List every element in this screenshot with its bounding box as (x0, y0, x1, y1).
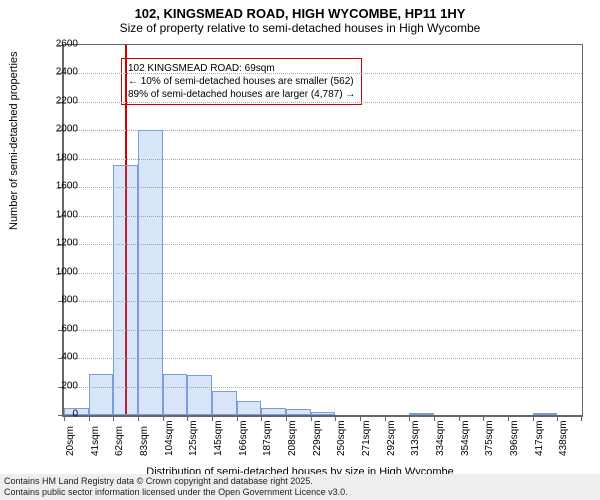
x-tick-label: 187sqm (262, 420, 273, 456)
gridline-h (64, 102, 582, 103)
x-tick-label: 145sqm (213, 420, 224, 456)
histogram-bar (212, 391, 237, 415)
footer-line1: Contains HM Land Registry data © Crown c… (4, 476, 596, 487)
y-tick-label: 1200 (56, 238, 78, 249)
x-tick-label: 417sqm (534, 420, 545, 456)
x-tick-label: 104sqm (164, 420, 175, 456)
x-tick-label: 125sqm (188, 420, 199, 456)
x-tick-label: 271sqm (361, 420, 372, 456)
x-tick-label: 208sqm (287, 420, 298, 456)
histogram-bar (187, 375, 212, 415)
chart-title-sub: Size of property relative to semi-detach… (0, 21, 600, 39)
chart-title-main: 102, KINGSMEAD ROAD, HIGH WYCOMBE, HP11 … (0, 0, 600, 21)
x-tick-label: 62sqm (114, 426, 125, 456)
chart-plot-area: 102 KINGSMEAD ROAD: 69sqm ← 10% of semi-… (62, 44, 583, 417)
x-tick-label: 20sqm (65, 426, 76, 456)
footer-line2: Contains public sector information licen… (4, 487, 596, 498)
histogram-bar (311, 412, 336, 415)
x-tick-label: 166sqm (238, 420, 249, 456)
y-tick-label: 400 (61, 352, 78, 363)
y-tick-label: 1800 (56, 152, 78, 163)
x-tick-label: 375sqm (484, 420, 495, 456)
x-tick-label: 334sqm (435, 420, 446, 456)
histogram-bar (89, 374, 114, 415)
x-tick-label: 83sqm (139, 426, 150, 456)
x-tick-label: 41sqm (90, 426, 101, 456)
histogram-bar (286, 409, 311, 415)
y-tick-label: 600 (61, 323, 78, 334)
x-tick (64, 415, 65, 421)
gridline-h (64, 73, 582, 74)
annotation-box: 102 KINGSMEAD ROAD: 69sqm ← 10% of semi-… (121, 58, 362, 105)
y-tick-label: 2000 (56, 124, 78, 135)
y-tick-label: 1600 (56, 181, 78, 192)
y-tick-label: 800 (61, 295, 78, 306)
y-tick-label: 2400 (56, 67, 78, 78)
x-tick-label: 292sqm (386, 420, 397, 456)
x-tick-label: 313sqm (410, 420, 421, 456)
y-tick-label: 1000 (56, 266, 78, 277)
x-tick (89, 415, 90, 421)
y-tick-label: 200 (61, 380, 78, 391)
histogram-bar (261, 408, 286, 415)
y-tick-label: 2200 (56, 95, 78, 106)
x-tick-label: 438sqm (558, 420, 569, 456)
x-tick (138, 415, 139, 421)
histogram-bar (138, 130, 163, 415)
x-tick-label: 396sqm (509, 420, 520, 456)
x-tick-label: 354sqm (460, 420, 471, 456)
histogram-bar (163, 374, 188, 415)
chart-container: 102, KINGSMEAD ROAD, HIGH WYCOMBE, HP11 … (0, 0, 600, 500)
y-axis-title: Number of semi-detached properties (8, 51, 20, 230)
y-tick-label: 2600 (56, 39, 78, 50)
histogram-bar (237, 401, 262, 415)
y-tick-label: 0 (72, 409, 78, 420)
x-tick (581, 415, 582, 421)
x-tick-label: 250sqm (336, 420, 347, 456)
annotation-line3: 89% of semi-detached houses are larger (… (128, 88, 355, 101)
histogram-bar (533, 413, 558, 415)
y-tick-label: 1400 (56, 209, 78, 220)
x-tick-label: 229sqm (312, 420, 323, 456)
histogram-bar (113, 165, 138, 415)
x-tick (113, 415, 114, 421)
annotation-line2: ← 10% of semi-detached houses are smalle… (128, 75, 355, 88)
histogram-bar (409, 413, 434, 415)
footer: Contains HM Land Registry data © Crown c… (0, 474, 600, 500)
